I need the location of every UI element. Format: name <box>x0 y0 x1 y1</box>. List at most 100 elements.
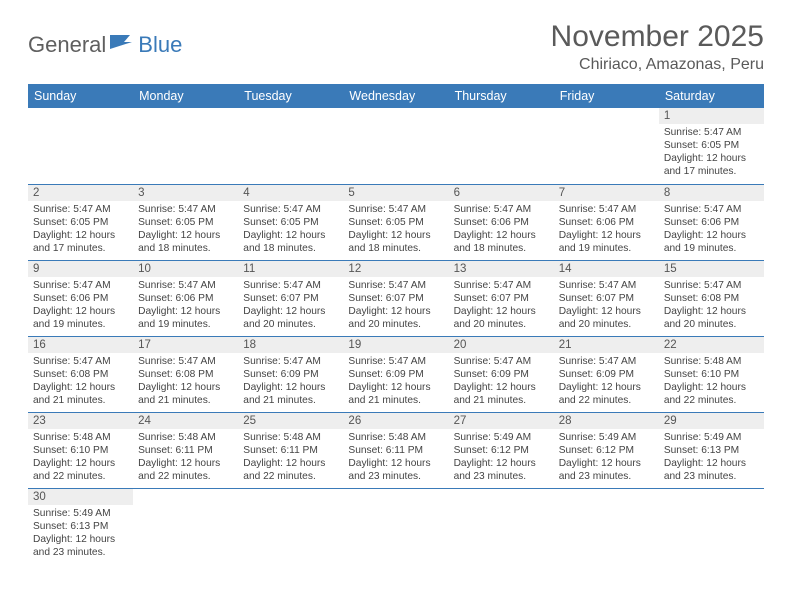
calendar-row: 23Sunrise: 5:48 AMSunset: 6:10 PMDayligh… <box>28 412 764 488</box>
calendar-cell: 7Sunrise: 5:47 AMSunset: 6:06 PMDaylight… <box>554 184 659 260</box>
day-details: Sunrise: 5:47 AMSunset: 6:08 PMDaylight:… <box>659 277 764 333</box>
day-number: 22 <box>659 337 764 353</box>
calendar-cell: 10Sunrise: 5:47 AMSunset: 6:06 PMDayligh… <box>133 260 238 336</box>
day-details: Sunrise: 5:47 AMSunset: 6:06 PMDaylight:… <box>659 201 764 257</box>
weekday-header: Saturday <box>659 84 764 108</box>
day-number: 2 <box>28 185 133 201</box>
day-details: Sunrise: 5:47 AMSunset: 6:06 PMDaylight:… <box>133 277 238 333</box>
weekday-header: Friday <box>554 84 659 108</box>
calendar-cell-empty <box>659 488 764 564</box>
day-details: Sunrise: 5:49 AMSunset: 6:13 PMDaylight:… <box>659 429 764 485</box>
day-number: 1 <box>659 108 764 124</box>
day-number: 9 <box>28 261 133 277</box>
calendar-row: 9Sunrise: 5:47 AMSunset: 6:06 PMDaylight… <box>28 260 764 336</box>
day-details: Sunrise: 5:47 AMSunset: 6:09 PMDaylight:… <box>554 353 659 409</box>
calendar-cell: 27Sunrise: 5:49 AMSunset: 6:12 PMDayligh… <box>449 412 554 488</box>
calendar-row: 16Sunrise: 5:47 AMSunset: 6:08 PMDayligh… <box>28 336 764 412</box>
calendar-cell-empty <box>133 488 238 564</box>
calendar-cell: 29Sunrise: 5:49 AMSunset: 6:13 PMDayligh… <box>659 412 764 488</box>
calendar-cell: 4Sunrise: 5:47 AMSunset: 6:05 PMDaylight… <box>238 184 343 260</box>
day-number: 23 <box>28 413 133 429</box>
calendar-cell: 17Sunrise: 5:47 AMSunset: 6:08 PMDayligh… <box>133 336 238 412</box>
day-number: 17 <box>133 337 238 353</box>
day-details: Sunrise: 5:47 AMSunset: 6:09 PMDaylight:… <box>238 353 343 409</box>
calendar-row: 30Sunrise: 5:49 AMSunset: 6:13 PMDayligh… <box>28 488 764 564</box>
day-details: Sunrise: 5:47 AMSunset: 6:06 PMDaylight:… <box>449 201 554 257</box>
calendar-cell: 6Sunrise: 5:47 AMSunset: 6:06 PMDaylight… <box>449 184 554 260</box>
calendar-cell: 20Sunrise: 5:47 AMSunset: 6:09 PMDayligh… <box>449 336 554 412</box>
day-details: Sunrise: 5:47 AMSunset: 6:05 PMDaylight:… <box>28 201 133 257</box>
calendar-row: 2Sunrise: 5:47 AMSunset: 6:05 PMDaylight… <box>28 184 764 260</box>
calendar-table: SundayMondayTuesdayWednesdayThursdayFrid… <box>28 84 764 564</box>
day-number: 27 <box>449 413 554 429</box>
weekday-header: Monday <box>133 84 238 108</box>
calendar-cell: 28Sunrise: 5:49 AMSunset: 6:12 PMDayligh… <box>554 412 659 488</box>
calendar-row: 1Sunrise: 5:47 AMSunset: 6:05 PMDaylight… <box>28 108 764 184</box>
page-title: November 2025 <box>551 20 764 54</box>
calendar-cell: 13Sunrise: 5:47 AMSunset: 6:07 PMDayligh… <box>449 260 554 336</box>
day-details: Sunrise: 5:47 AMSunset: 6:05 PMDaylight:… <box>133 201 238 257</box>
day-details: Sunrise: 5:47 AMSunset: 6:06 PMDaylight:… <box>554 201 659 257</box>
day-details: Sunrise: 5:47 AMSunset: 6:05 PMDaylight:… <box>343 201 448 257</box>
calendar-body: 1 Sunrise: 5:47 AMSunset: 6:05 PMDaylight… <box>28 108 764 564</box>
calendar-cell: 24Sunrise: 5:48 AMSunset: 6:11 PMDayligh… <box>133 412 238 488</box>
calendar-cell: 22Sunrise: 5:48 AMSunset: 6:10 PMDayligh… <box>659 336 764 412</box>
logo-text-general: General <box>28 32 106 58</box>
day-details: Sunrise: 5:48 AMSunset: 6:10 PMDaylight:… <box>659 353 764 409</box>
day-number: 29 <box>659 413 764 429</box>
calendar-cell: 19Sunrise: 5:47 AMSunset: 6:09 PMDayligh… <box>343 336 448 412</box>
day-details: Sunrise: 5:49 AMSunset: 6:13 PMDaylight:… <box>28 505 133 561</box>
day-number: 26 <box>343 413 448 429</box>
calendar-cell: 9Sunrise: 5:47 AMSunset: 6:06 PMDaylight… <box>28 260 133 336</box>
title-block: November 2025 Chiriaco, Amazonas, Peru <box>551 20 764 74</box>
day-number: 18 <box>238 337 343 353</box>
calendar-cell: 16Sunrise: 5:47 AMSunset: 6:08 PMDayligh… <box>28 336 133 412</box>
page-header: General Blue November 2025 Chiriaco, Ama… <box>28 20 764 74</box>
day-number: 8 <box>659 185 764 201</box>
logo: General Blue <box>28 20 182 58</box>
day-number: 6 <box>449 185 554 201</box>
calendar-cell: 25Sunrise: 5:48 AMSunset: 6:11 PMDayligh… <box>238 412 343 488</box>
day-number: 5 <box>343 185 448 201</box>
logo-text-blue: Blue <box>138 32 182 58</box>
calendar-cell: 12Sunrise: 5:47 AMSunset: 6:07 PMDayligh… <box>343 260 448 336</box>
calendar-cell: 2Sunrise: 5:47 AMSunset: 6:05 PMDaylight… <box>28 184 133 260</box>
day-details: Sunrise: 5:47 AMSunset: 6:07 PMDaylight:… <box>554 277 659 333</box>
day-details: Sunrise: 5:47 AMSunset: 6:07 PMDaylight:… <box>449 277 554 333</box>
page-subtitle: Chiriaco, Amazonas, Peru <box>551 56 764 74</box>
day-number: 11 <box>238 261 343 277</box>
day-number: 7 <box>554 185 659 201</box>
weekday-header: Tuesday <box>238 84 343 108</box>
day-details: Sunrise: 5:47 AMSunset: 6:06 PMDaylight:… <box>28 277 133 333</box>
day-details: Sunrise: 5:47 AMSunset: 6:05 PMDaylight:… <box>238 201 343 257</box>
day-details: Sunrise: 5:49 AMSunset: 6:12 PMDaylight:… <box>449 429 554 485</box>
calendar-cell-empty <box>28 108 133 184</box>
calendar-cell-empty <box>133 108 238 184</box>
calendar-cell: 1Sunrise: 5:47 AMSunset: 6:05 PMDaylight… <box>659 108 764 184</box>
weekday-header: Sunday <box>28 84 133 108</box>
day-number: 25 <box>238 413 343 429</box>
day-details: Sunrise: 5:47 AMSunset: 6:08 PMDaylight:… <box>133 353 238 409</box>
calendar-cell-empty <box>449 108 554 184</box>
day-details: Sunrise: 5:47 AMSunset: 6:09 PMDaylight:… <box>449 353 554 409</box>
day-number: 20 <box>449 337 554 353</box>
day-details: Sunrise: 5:47 AMSunset: 6:07 PMDaylight:… <box>238 277 343 333</box>
day-details: Sunrise: 5:47 AMSunset: 6:07 PMDaylight:… <box>343 277 448 333</box>
calendar-cell-empty <box>238 488 343 564</box>
day-number: 4 <box>238 185 343 201</box>
day-details: Sunrise: 5:48 AMSunset: 6:11 PMDaylight:… <box>133 429 238 485</box>
day-number: 13 <box>449 261 554 277</box>
weekday-header: Thursday <box>449 84 554 108</box>
day-number: 15 <box>659 261 764 277</box>
day-details: Sunrise: 5:47 AMSunset: 6:09 PMDaylight:… <box>343 353 448 409</box>
calendar-cell: 18Sunrise: 5:47 AMSunset: 6:09 PMDayligh… <box>238 336 343 412</box>
day-details: Sunrise: 5:49 AMSunset: 6:12 PMDaylight:… <box>554 429 659 485</box>
day-number: 21 <box>554 337 659 353</box>
calendar-cell: 26Sunrise: 5:48 AMSunset: 6:11 PMDayligh… <box>343 412 448 488</box>
calendar-header-row: SundayMondayTuesdayWednesdayThursdayFrid… <box>28 84 764 108</box>
calendar-cell-empty <box>343 488 448 564</box>
day-details: Sunrise: 5:48 AMSunset: 6:10 PMDaylight:… <box>28 429 133 485</box>
day-details: Sunrise: 5:48 AMSunset: 6:11 PMDaylight:… <box>343 429 448 485</box>
calendar-cell: 14Sunrise: 5:47 AMSunset: 6:07 PMDayligh… <box>554 260 659 336</box>
day-details: Sunrise: 5:48 AMSunset: 6:11 PMDaylight:… <box>238 429 343 485</box>
